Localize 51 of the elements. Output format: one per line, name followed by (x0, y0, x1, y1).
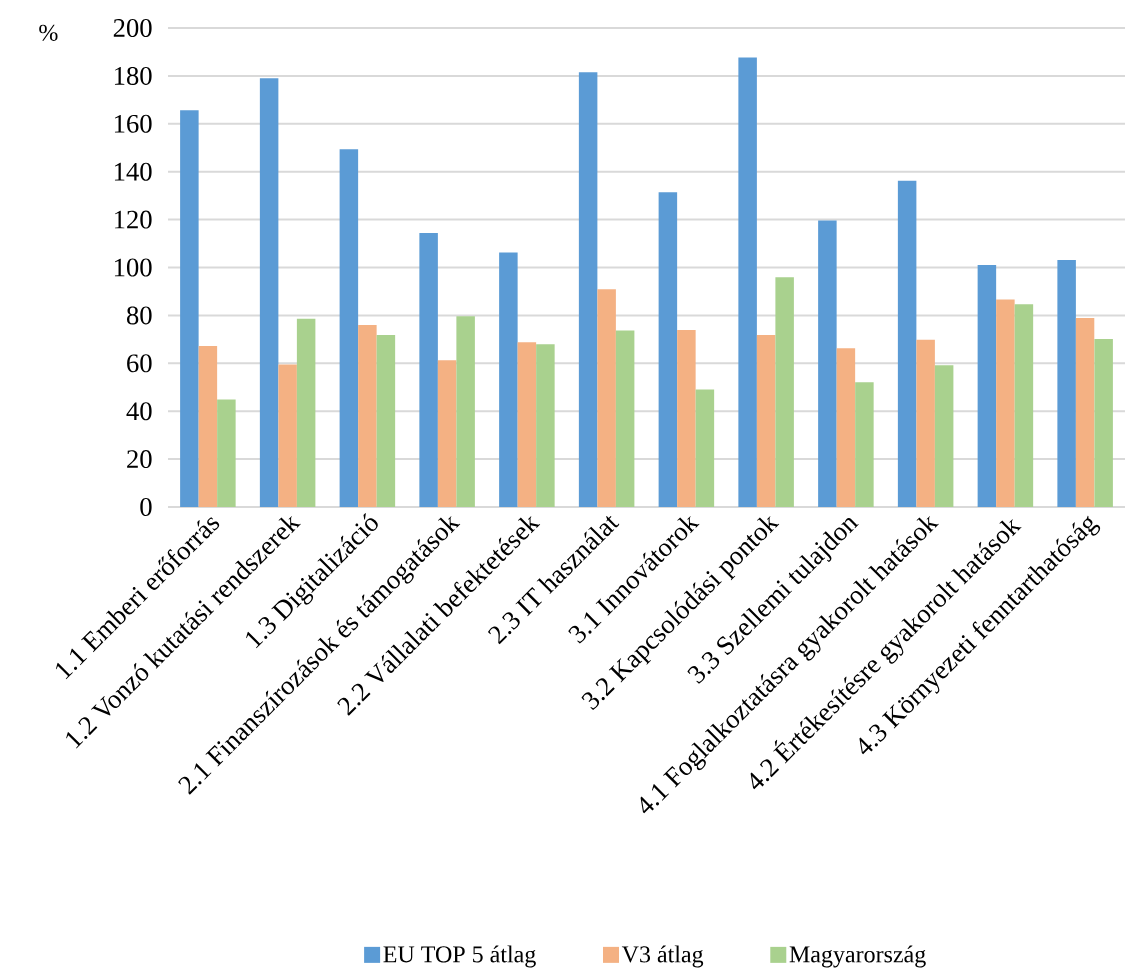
bar (578, 72, 598, 507)
bar (198, 346, 218, 507)
bar (376, 335, 396, 507)
y-tick-label: 180 (114, 66, 152, 85)
bar (180, 110, 199, 507)
bar (1075, 318, 1095, 507)
bar (437, 360, 457, 507)
bar (597, 289, 616, 507)
bar (916, 339, 935, 507)
y-tick-label: 20 (127, 450, 152, 469)
bar (658, 192, 678, 507)
bar (339, 149, 359, 507)
bar (897, 180, 917, 507)
bar (855, 382, 874, 507)
bar (775, 277, 794, 507)
bar (259, 78, 279, 507)
y-tick-label: 80 (126, 306, 152, 325)
y-tick-label: 160 (114, 114, 152, 133)
legend-label: Magyarország (789, 945, 926, 968)
bar (738, 57, 757, 507)
bar (517, 342, 537, 507)
bar (536, 344, 555, 507)
bar (695, 389, 715, 507)
bar (996, 299, 1015, 507)
y-tick-label: 120 (114, 210, 152, 229)
y-tick-label: 60 (127, 354, 152, 373)
bar (836, 348, 856, 507)
bar (615, 330, 635, 507)
bar (818, 220, 837, 507)
y-tick-label: 100 (114, 258, 152, 277)
legend-label: EU TOP 5 átlag (383, 945, 536, 968)
bar (1057, 260, 1076, 507)
y-tick-label: 40 (126, 402, 152, 421)
bar (217, 399, 236, 507)
bar (1094, 339, 1113, 507)
legend-label: V3 átlag (621, 945, 704, 968)
y-tick-label: 200 (113, 19, 152, 37)
bar (499, 252, 518, 507)
bar (456, 316, 475, 507)
bar (358, 324, 377, 507)
y-tick-label: 140 (114, 162, 152, 181)
bar (278, 364, 297, 507)
bar (1014, 304, 1034, 507)
bar (756, 335, 776, 507)
bar (419, 233, 438, 507)
bar (934, 365, 954, 507)
bar (977, 265, 997, 507)
y-tick-label: 0 (140, 498, 152, 516)
y-axis-title: % (39, 24, 58, 41)
bar (677, 330, 696, 507)
bar (296, 318, 316, 507)
